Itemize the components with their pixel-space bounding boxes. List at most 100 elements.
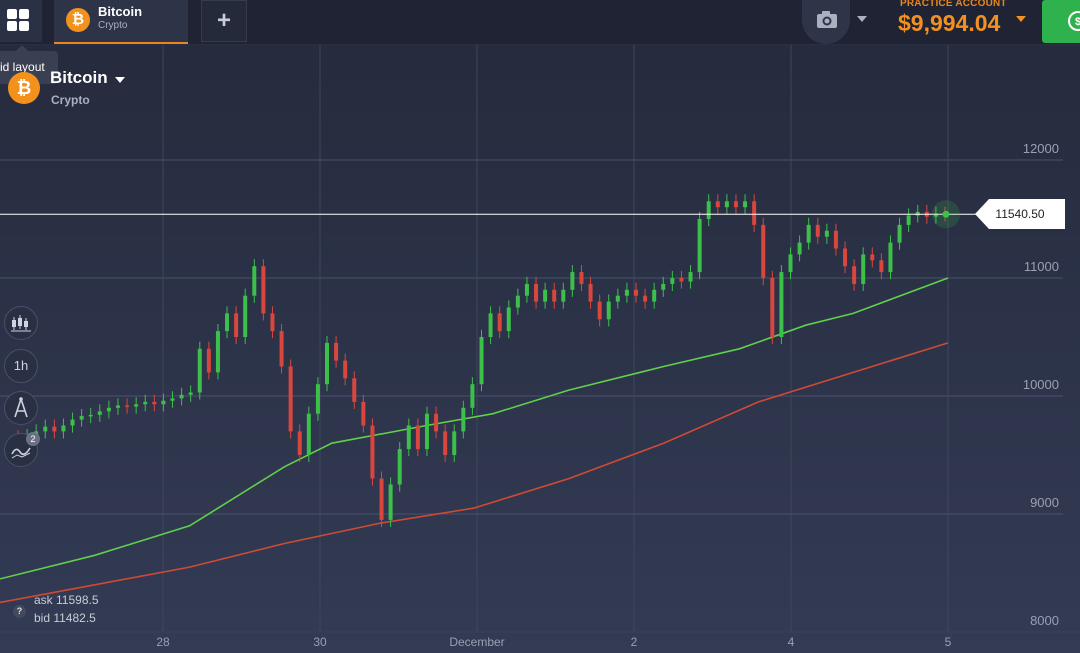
candle-body — [388, 484, 393, 520]
candle-body — [779, 272, 784, 337]
candle-body — [670, 278, 675, 284]
candle-body — [652, 289, 657, 302]
deposit-button[interactable]: $ — [1042, 0, 1080, 43]
candle-body — [279, 331, 284, 367]
candle-body — [552, 289, 557, 302]
candle-body — [688, 272, 693, 282]
candle-body — [488, 313, 493, 337]
candle-body — [534, 283, 539, 302]
indicators-count-badge: 2 — [26, 432, 40, 446]
candle-body — [197, 348, 202, 393]
candle-body — [134, 404, 139, 407]
candle-body — [406, 425, 411, 450]
candle-body — [524, 283, 529, 296]
candle-body — [933, 213, 938, 217]
candle-body — [288, 366, 293, 432]
bitcoin-icon: ₿ — [66, 8, 90, 32]
current-price-dot — [942, 210, 950, 218]
y-tick-label: 9000 — [1030, 495, 1059, 510]
price-tag-shape — [975, 199, 1065, 229]
candle-body — [424, 413, 429, 450]
asset-name[interactable]: Bitcoin — [50, 68, 108, 87]
candle-body — [570, 272, 575, 290]
candle-body — [579, 272, 584, 284]
candle-body — [506, 307, 511, 332]
candle-body — [79, 416, 84, 420]
candle-body — [434, 413, 439, 432]
candle-body — [379, 478, 384, 520]
help-icon[interactable]: ? — [13, 605, 26, 618]
candle-body — [806, 224, 811, 243]
top-bar-divider — [0, 44, 1080, 45]
svg-text:$: $ — [1075, 16, 1080, 28]
candle-body — [733, 201, 738, 208]
grid-layout-button[interactable] — [0, 0, 42, 42]
current-price-value: 11540.50 — [995, 207, 1045, 221]
candle-body — [106, 407, 111, 412]
candle-body — [243, 295, 248, 337]
candle-body — [452, 431, 457, 455]
candle-body — [906, 215, 911, 225]
candle-body — [915, 211, 920, 216]
candle-body — [797, 242, 802, 255]
candle-body — [770, 278, 775, 337]
screenshot-button[interactable] — [802, 0, 850, 44]
chart-type-button[interactable] — [4, 306, 38, 340]
bid-price: bid 11482.5 — [34, 611, 96, 625]
asset-tab-title: Bitcoin — [98, 4, 143, 19]
candle-body — [497, 313, 502, 332]
x-tick-label: 5 — [945, 635, 952, 649]
grid-layout-icon — [19, 9, 29, 19]
account-balance[interactable]: $9,994.04 — [898, 10, 1001, 36]
candle-body — [115, 405, 120, 408]
x-tick-label: December — [449, 635, 504, 649]
candle-body — [270, 313, 275, 332]
candle-body — [852, 266, 857, 284]
timeframe-button[interactable]: 1h — [4, 349, 38, 383]
candle-body — [143, 401, 148, 405]
ask-price: ask 11598.5 — [34, 593, 99, 607]
drawing-tools-button[interactable] — [4, 391, 38, 425]
candle-body — [343, 360, 348, 379]
candle-body — [788, 254, 793, 273]
candle-body — [761, 224, 766, 278]
candle-body — [624, 289, 629, 296]
candle-body — [615, 295, 620, 302]
chevron-down-icon[interactable] — [1016, 16, 1026, 22]
candle-body — [88, 414, 93, 417]
candle-body — [306, 413, 311, 455]
y-tick-label: 8000 — [1030, 613, 1059, 628]
candle-body — [897, 224, 902, 243]
chart-axes: 12000 11000 10000 9000 8000 28 30 December 2 4 5 — [156, 141, 1059, 649]
chevron-down-icon[interactable] — [115, 77, 125, 83]
x-tick-label: 30 — [313, 635, 327, 649]
candle-body — [715, 201, 720, 208]
account-type-label[interactable]: PRACTICE ACCOUNT — [900, 0, 1007, 9]
asset-category: Crypto — [51, 93, 90, 107]
candle-body — [179, 394, 184, 399]
x-tick-label: 28 — [156, 635, 170, 649]
candles-icon — [11, 315, 31, 332]
candle-body — [643, 295, 648, 302]
candle-body — [561, 289, 566, 302]
candle-body — [597, 301, 602, 320]
candle-body — [543, 289, 548, 302]
camera-icon — [817, 11, 837, 28]
asset-tab-subtitle: Crypto — [98, 20, 128, 31]
candle-body — [879, 260, 884, 273]
candle-body — [588, 283, 593, 302]
candle-body — [370, 425, 375, 479]
candle-body — [815, 224, 820, 237]
candle-body — [315, 384, 320, 414]
candle-body — [152, 401, 157, 405]
chevron-down-icon[interactable] — [857, 16, 867, 22]
candle-body — [824, 230, 829, 237]
add-tab-button[interactable]: + — [201, 0, 247, 42]
candle-body — [188, 392, 193, 395]
candle-body — [97, 411, 102, 415]
y-tick-label: 12000 — [1023, 141, 1059, 156]
candle-body — [70, 419, 75, 426]
x-tick-label: 4 — [788, 635, 795, 649]
asset-tab-bitcoin[interactable]: ₿ Bitcoin Crypto — [54, 0, 188, 44]
